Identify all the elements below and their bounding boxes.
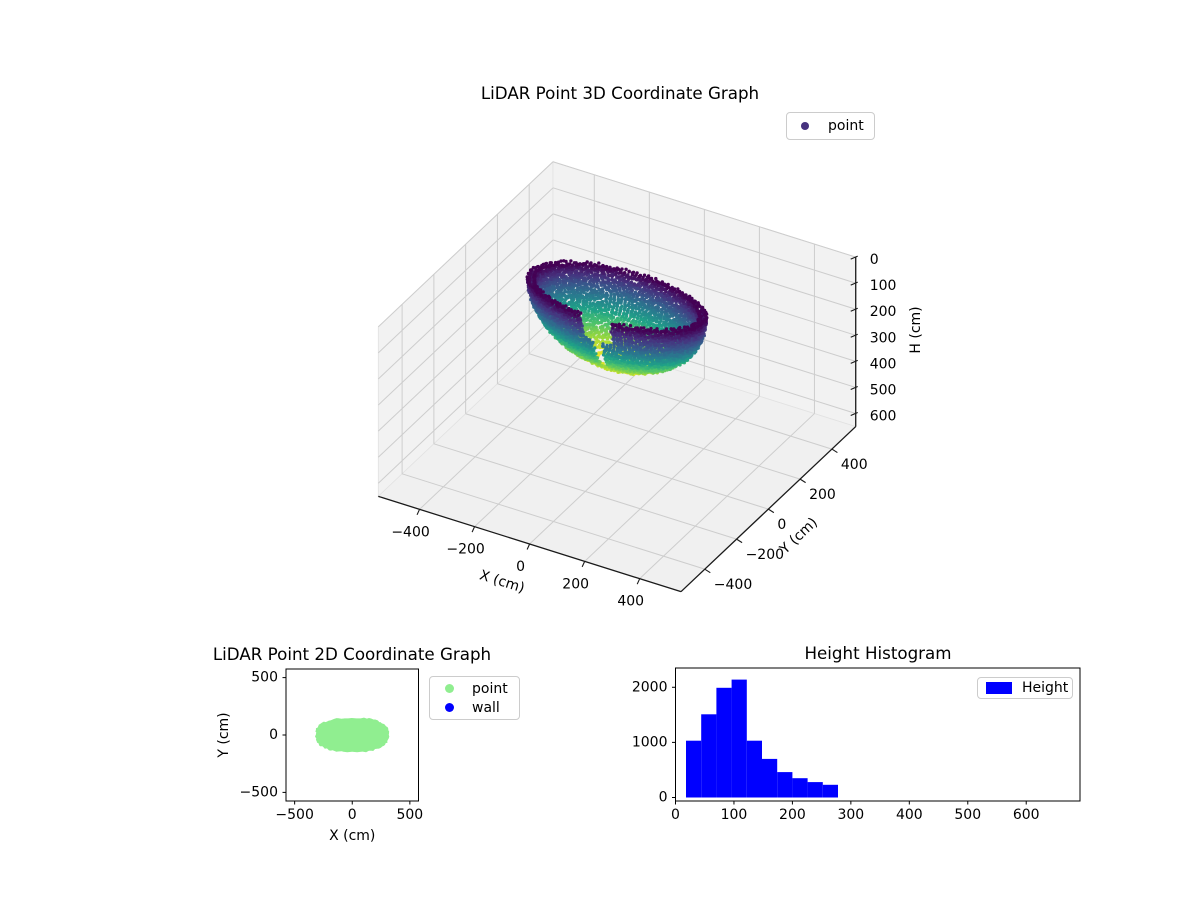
svg-text:−400: −400 bbox=[391, 524, 429, 540]
legend-entry-point: point bbox=[787, 113, 874, 139]
svg-text:−200: −200 bbox=[446, 542, 484, 558]
grid-3d bbox=[377, 161, 856, 580]
y-axis-label-2d: Y (cm) bbox=[216, 712, 232, 758]
hist-bar bbox=[686, 740, 702, 798]
legend-label-point: point bbox=[472, 680, 508, 697]
hist-bar bbox=[807, 782, 823, 798]
tick-labels-3d: −400 −200 0 200 400 −400 −200 0 200 400 0 100 200 300… bbox=[391, 252, 896, 610]
hist-bar bbox=[822, 784, 838, 798]
legend-entry-height: Height bbox=[978, 678, 1072, 698]
plot3d-title: LiDAR Point 3D Coordinate Graph bbox=[480, 83, 760, 103]
axes-hist bbox=[675, 667, 1081, 802]
plot2d-title: LiDAR Point 2D Coordinate Graph bbox=[212, 644, 492, 664]
hist-title: Height Histogram bbox=[804, 643, 952, 663]
svg-text:400: 400 bbox=[841, 457, 868, 473]
hist-bar bbox=[792, 778, 808, 798]
svg-text:200: 200 bbox=[809, 487, 836, 503]
height-swatch-icon bbox=[986, 682, 1012, 694]
hist-bar bbox=[746, 740, 762, 798]
point-cloud-3d bbox=[525, 259, 709, 377]
svg-text:600: 600 bbox=[870, 409, 897, 425]
point-marker-icon bbox=[445, 684, 454, 693]
svg-text:400: 400 bbox=[617, 594, 644, 610]
svg-text:200: 200 bbox=[562, 576, 589, 592]
svg-text:400: 400 bbox=[870, 356, 897, 372]
histogram-bars bbox=[686, 679, 838, 798]
svg-text:−200: −200 bbox=[746, 547, 784, 563]
svg-text:300: 300 bbox=[870, 330, 897, 346]
svg-text:100: 100 bbox=[870, 278, 897, 294]
svg-text:500: 500 bbox=[870, 382, 897, 398]
plot2d-legend: point wall bbox=[429, 676, 520, 720]
svg-text:200: 200 bbox=[870, 304, 897, 320]
hist-bar bbox=[762, 758, 778, 798]
legend-label-wall: wall bbox=[472, 699, 500, 716]
hist-bar bbox=[777, 772, 793, 798]
legend-entry-wall: wall bbox=[430, 698, 519, 717]
wall-marker-icon bbox=[445, 703, 454, 712]
point-cluster-2d bbox=[315, 717, 390, 753]
plot3d-legend: point bbox=[786, 112, 875, 140]
hist-bar bbox=[701, 714, 717, 798]
x-axis-label-2d: X (cm) bbox=[329, 828, 375, 844]
legend-entry-point: point bbox=[430, 679, 519, 698]
hist-bar bbox=[731, 679, 747, 798]
svg-text:−400: −400 bbox=[714, 577, 752, 593]
legend-label-point: point bbox=[828, 118, 864, 134]
hist-legend: Height bbox=[977, 677, 1073, 699]
svg-text:0: 0 bbox=[516, 559, 525, 575]
legend-label-height: Height bbox=[1022, 680, 1069, 696]
point-marker-icon bbox=[801, 122, 809, 130]
svg-text:0: 0 bbox=[870, 252, 879, 268]
z-axis-label-3d: H (cm) bbox=[908, 306, 924, 353]
svg-text:0: 0 bbox=[777, 517, 786, 533]
hist-bar bbox=[716, 687, 732, 798]
